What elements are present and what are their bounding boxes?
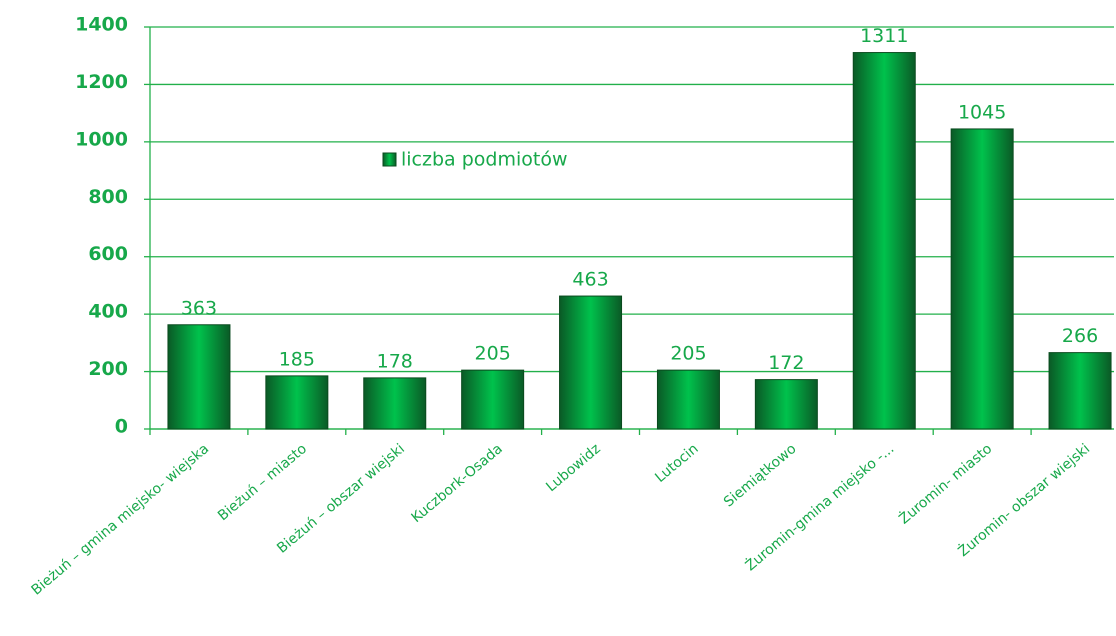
x-tick-label: Lutocin: [652, 441, 701, 486]
value-label: 205: [475, 343, 511, 365]
value-label: 266: [1062, 325, 1098, 347]
x-tick-label: Bieżuń – miasto: [215, 441, 310, 524]
value-label: 185: [279, 348, 315, 370]
value-label: 1045: [958, 101, 1006, 123]
y-tick-label: 1000: [75, 128, 128, 150]
legend-swatch: [382, 152, 397, 167]
value-label: 178: [377, 350, 413, 372]
y-tick-label: 800: [88, 186, 128, 208]
bar: [559, 295, 623, 430]
value-label: 363: [181, 297, 217, 319]
bar: [656, 369, 720, 430]
value-label: 1311: [860, 25, 908, 47]
bar: [461, 369, 525, 430]
bar: [167, 324, 231, 430]
x-tick-label: Bieżuń – gmina miejsko- wiejska: [28, 441, 212, 599]
bar: [1048, 352, 1112, 430]
y-tick-label: 1200: [75, 71, 128, 93]
bar: [950, 128, 1014, 430]
value-label: 172: [768, 352, 804, 374]
y-tick-label: 0: [115, 416, 128, 438]
value-label: 205: [670, 343, 706, 365]
x-tick-label: Siemiątkowo: [721, 441, 800, 511]
bar: [852, 52, 916, 430]
x-tick-label: Żuromin- miasto: [895, 439, 995, 527]
x-tick-label: Żuromin-gmina miejsko -...: [741, 439, 897, 574]
y-tick-label: 600: [88, 243, 128, 265]
bar: [754, 379, 818, 430]
x-tick-label: Kuczbork-Osada: [409, 441, 506, 526]
y-tick-label: 400: [88, 301, 128, 323]
y-tick-label: 200: [88, 358, 128, 380]
legend-label: liczba podmiotów: [401, 149, 568, 171]
bar: [265, 375, 329, 430]
bar: [363, 377, 427, 430]
x-tick-label: Lubowidz: [543, 441, 603, 495]
y-tick-label: 1400: [75, 14, 128, 36]
value-label: 463: [572, 269, 608, 291]
